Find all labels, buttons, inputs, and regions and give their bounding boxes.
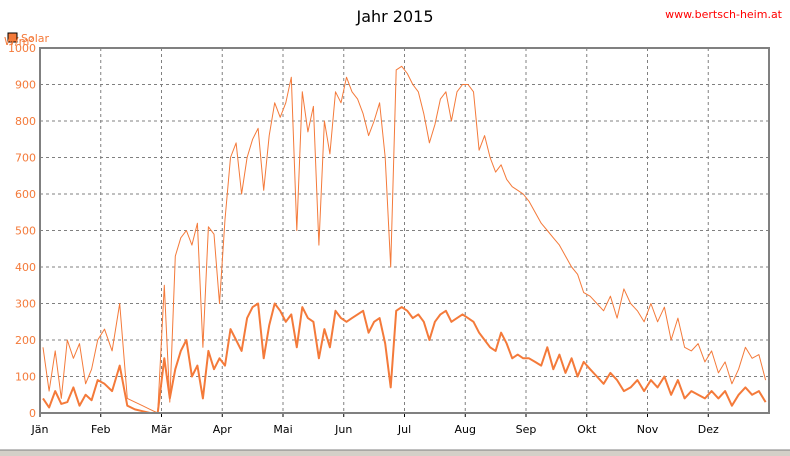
y-tick-label: 900 xyxy=(15,79,36,92)
legend-swatch-solar xyxy=(7,32,18,43)
y-tick-label: 700 xyxy=(15,152,36,165)
x-tick-label: Nov xyxy=(637,423,659,436)
y-tick-label: 300 xyxy=(15,298,36,311)
chart-title: Jahr 2015 xyxy=(355,7,433,26)
series-line-solar-mean xyxy=(42,302,767,414)
y-tick-label: 1000 xyxy=(8,42,36,55)
y-axis-unit: W/m² xyxy=(4,35,34,48)
series-solar-mean xyxy=(42,302,767,414)
legend: Solar xyxy=(7,32,50,45)
x-tick-label: Dez xyxy=(698,423,719,436)
x-tick-label: Apr xyxy=(213,423,233,436)
site-url[interactable]: www.bertsch-heim.at xyxy=(665,8,783,21)
y-axis-ticks: 0 100 200 300 400 500 600 700 800 900 1000 xyxy=(8,42,36,420)
x-tick-label: Feb xyxy=(91,423,110,436)
x-tick-label: Jun xyxy=(334,423,352,436)
y-tick-label: 100 xyxy=(15,371,36,384)
x-tick-label: Jän xyxy=(31,423,49,436)
y-tick-label: 0 xyxy=(29,407,36,420)
x-tick-label: Mär xyxy=(151,423,172,436)
x-tick-label: Jul xyxy=(397,423,411,436)
y-tick-label: 500 xyxy=(15,225,36,238)
x-tick-label: Sep xyxy=(516,423,537,436)
bottom-scrollbar[interactable] xyxy=(0,449,790,456)
grid xyxy=(40,48,769,413)
series-solar-max xyxy=(42,65,767,414)
y-tick-label: 400 xyxy=(15,261,36,274)
x-tick-label: Aug xyxy=(455,423,476,436)
y-tick-label: 200 xyxy=(15,334,36,347)
series-line-solar-max xyxy=(42,65,767,414)
legend-label-solar: Solar xyxy=(21,32,50,45)
x-axis-ticks: Jän Feb Mär Apr Mai Jun Jul Aug Sep Okt Nov Dez xyxy=(31,413,719,436)
y-tick-label: 800 xyxy=(15,115,36,128)
y-tick-label: 600 xyxy=(15,188,36,201)
x-tick-label: Okt xyxy=(577,423,597,436)
plot-frame xyxy=(39,47,770,414)
x-tick-label: Mai xyxy=(273,423,292,436)
